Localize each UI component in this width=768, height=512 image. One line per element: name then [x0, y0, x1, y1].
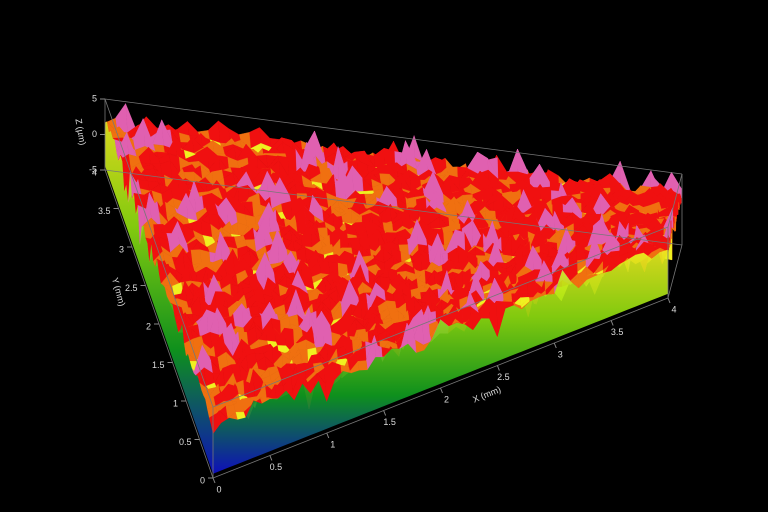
box-edge: [667, 244, 683, 299]
x-axis-title: X (mm): [471, 384, 502, 404]
z-axis-title: Z (µm): [73, 118, 87, 146]
surface-cell: [373, 147, 386, 168]
surface-cell: [319, 261, 330, 275]
y-tick-label: 1: [173, 398, 178, 408]
y-tick-label: 3.5: [98, 206, 111, 216]
surface: [104, 103, 683, 474]
box-edge: [104, 98, 214, 408]
y-tick-label: 0.5: [179, 437, 192, 447]
surface-cell: [311, 353, 322, 365]
x-tick: [496, 365, 500, 371]
x-tick-label: 2.5: [497, 372, 510, 382]
x-tick: [440, 387, 443, 394]
surface-cell: [357, 360, 368, 371]
x-tick: [667, 297, 671, 304]
y-tick-label: 3: [119, 244, 124, 254]
box-edge: [104, 169, 683, 246]
surface-cell: [187, 120, 200, 137]
x-tick-label: 0: [216, 484, 221, 494]
y-tick-label: 1.5: [152, 360, 165, 370]
x-tick: [610, 320, 614, 326]
y-tick-label: 2: [146, 321, 151, 331]
surface-cell: [218, 120, 231, 145]
x-tick-label: 1.5: [383, 417, 396, 427]
x-tick: [383, 410, 387, 416]
x-tick-label: 3: [558, 349, 563, 359]
x-tick-label: 0.5: [270, 462, 283, 472]
box-edge: [212, 226, 669, 408]
box-edge: [104, 98, 683, 175]
surface-cell: [252, 289, 264, 295]
surface-skirt: [213, 249, 668, 474]
y-tick-label: 4: [92, 167, 97, 177]
surface-cell: [386, 300, 397, 310]
surface-cell: [573, 218, 583, 225]
z-tick-label: -5: [89, 164, 97, 174]
surface-cell: [362, 190, 375, 195]
z-tick-label: 5: [92, 93, 97, 103]
x-tick: [269, 455, 273, 461]
y-tick-label: 2.5: [125, 283, 138, 293]
box-edge: [667, 173, 683, 228]
x-tick-label: 4: [671, 304, 676, 314]
x-tick-label: 1: [330, 439, 335, 449]
x-tick-label: 2: [444, 394, 449, 404]
y-tick-label: 0: [200, 475, 205, 485]
x-tick: [326, 432, 330, 439]
z-tick-label: 0: [92, 129, 97, 139]
x-tick: [212, 477, 216, 484]
surface-skirt: [105, 121, 213, 474]
x-tick-label: 3.5: [611, 327, 624, 337]
surface-cell: [640, 170, 652, 190]
x-tick: [553, 342, 557, 349]
